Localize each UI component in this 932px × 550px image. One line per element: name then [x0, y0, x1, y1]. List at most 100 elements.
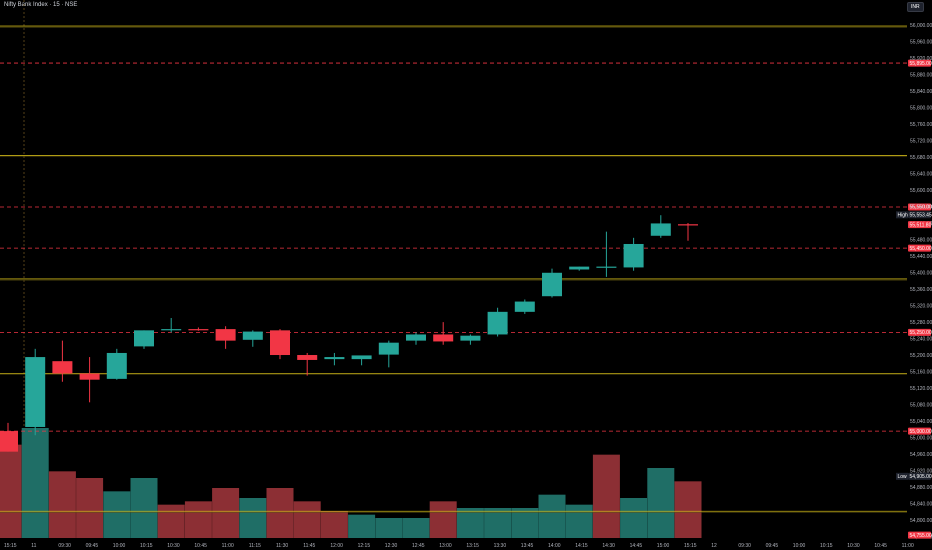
- volume-bar: [511, 508, 539, 538]
- candle-body: [406, 334, 426, 341]
- candle-body: [25, 357, 46, 427]
- marker-value: 55,553.45: [910, 212, 932, 218]
- y-tick-label: 55,920.00: [910, 56, 932, 62]
- volume-bar: [484, 508, 512, 538]
- volume-bar: [21, 428, 49, 538]
- candle-body: [433, 334, 454, 342]
- volume-bar: [375, 518, 403, 538]
- volume-bar: [348, 514, 376, 538]
- y-tick-label: 55,440.00: [910, 254, 932, 260]
- candle-body: [242, 331, 263, 340]
- candle-body: [351, 355, 372, 360]
- x-tick-label: 11:00: [222, 543, 234, 549]
- x-tick-label: 13:30: [494, 543, 507, 549]
- price-label: 55,550.00: [910, 205, 932, 211]
- y-tick-label: 54,800.00: [910, 518, 932, 524]
- x-tick-label: 11:00: [902, 543, 914, 549]
- volume-bar: [0, 444, 22, 538]
- volume-bar: [538, 494, 566, 538]
- candle-body: [596, 266, 617, 268]
- candle-body: [487, 311, 508, 335]
- volume-bar: [239, 498, 267, 538]
- y-tick-label: 54,880.00: [910, 485, 932, 491]
- volume-bar: [76, 478, 104, 538]
- volume-bar: [48, 471, 76, 538]
- candle-body: [0, 431, 18, 452]
- candle-body: [678, 224, 698, 226]
- x-tick-label: 09:45: [86, 543, 99, 549]
- volume-bar: [620, 498, 648, 538]
- price-label-bg: [908, 427, 931, 435]
- x-tick-label: 09:30: [738, 543, 751, 549]
- x-tick-label: 11:45: [303, 543, 315, 549]
- candle-body: [650, 223, 671, 236]
- candle-body: [460, 335, 481, 341]
- candle-body: [79, 373, 100, 380]
- volume-bar: [184, 501, 212, 538]
- y-tick-label: 55,120.00: [910, 386, 932, 392]
- x-tick-label: 14:30: [602, 543, 615, 549]
- y-tick-label: 55,600.00: [910, 188, 932, 194]
- y-tick-label: 55,360.00: [910, 287, 932, 293]
- marker-tag: Low: [898, 474, 908, 480]
- y-tick-label: 55,640.00: [910, 172, 932, 178]
- candle-body: [542, 272, 562, 297]
- candle-body: [106, 352, 127, 379]
- marker-value-bg: [908, 472, 931, 480]
- marker-value: 54,755.00: [910, 533, 932, 539]
- y-tick-label: 55,680.00: [910, 155, 932, 161]
- candle-body: [297, 355, 318, 360]
- marker-value-bg: [908, 531, 931, 539]
- price-label: 55,450.00: [910, 246, 932, 252]
- x-tick-label: 10:15: [140, 543, 153, 549]
- x-tick-label: 09:30: [58, 543, 71, 549]
- y-tick-label: 55,200.00: [910, 353, 932, 359]
- x-tick-label: 11:30: [276, 543, 288, 549]
- volume-bar: [130, 478, 158, 538]
- volume-bar: [212, 488, 240, 538]
- x-tick-label: 10:45: [194, 543, 207, 549]
- chart-title: Nifty Bank Index · 15 · NSE: [4, 2, 78, 8]
- y-tick-label: 54,960.00: [910, 452, 932, 458]
- x-tick-label: 11: [31, 543, 36, 549]
- x-tick-label: 10:45: [874, 543, 887, 549]
- volume-bar: [456, 508, 484, 538]
- x-tick-label: 10:00: [113, 543, 126, 549]
- x-tick-label: 12:15: [358, 543, 371, 549]
- x-tick-label: 12:00: [330, 543, 343, 549]
- x-tick-label: 15:00: [657, 543, 670, 549]
- x-tick-label: 10:30: [167, 543, 180, 549]
- x-tick-label: 15:15: [4, 543, 17, 549]
- y-tick-label: 55,880.00: [910, 73, 932, 79]
- y-tick-label: 55,080.00: [910, 403, 932, 409]
- candle-body: [188, 329, 209, 331]
- x-tick-label: 10:15: [820, 543, 833, 549]
- volume-bar: [103, 491, 131, 538]
- volume-bar: [674, 481, 702, 538]
- price-label-bg: [908, 244, 931, 252]
- y-tick-label: 55,760.00: [910, 122, 932, 128]
- y-tick-label: 55,480.00: [910, 238, 932, 244]
- candle-body: [569, 266, 590, 270]
- y-tick-label: 55,280.00: [910, 320, 932, 326]
- x-tick-label: 10:30: [847, 543, 860, 549]
- volume-bar: [647, 468, 675, 538]
- candle-body: [134, 330, 154, 347]
- candle-body: [270, 330, 290, 356]
- price-label-bg: [908, 59, 931, 67]
- y-tick-label: 54,840.00: [910, 502, 932, 508]
- marker-tag: High: [898, 212, 909, 218]
- y-tick-label: 55,040.00: [910, 419, 932, 425]
- y-tick-label: 56,000.00: [910, 23, 932, 29]
- currency-badge[interactable]: INR: [907, 2, 924, 12]
- x-tick-label: 13:15: [466, 543, 479, 549]
- y-tick-label: 54,920.00: [910, 469, 932, 475]
- price-label: 55,250.00: [910, 330, 932, 336]
- marker-value: 55,511.80: [910, 222, 932, 228]
- marker-value-bg: [908, 221, 931, 229]
- price-label-bg: [908, 203, 931, 211]
- y-tick-label: 55,720.00: [910, 139, 932, 145]
- candle-body: [52, 361, 73, 374]
- y-tick-label: 55,840.00: [910, 89, 932, 95]
